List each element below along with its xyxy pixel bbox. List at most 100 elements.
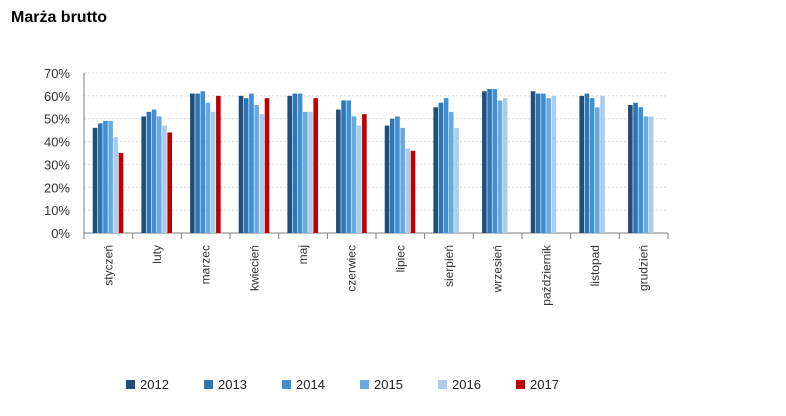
chart-title: Marża brutto xyxy=(11,9,107,26)
bar-2014 xyxy=(492,89,498,233)
bar-2016 xyxy=(551,95,557,233)
legend-swatch-2013 xyxy=(204,380,213,389)
bar-2012 xyxy=(92,127,98,233)
bar-2012 xyxy=(433,107,438,233)
bar-2016 xyxy=(259,114,265,233)
bar-2014 xyxy=(103,121,108,233)
bar-2012 xyxy=(287,95,292,233)
bar-2015 xyxy=(400,127,405,233)
bar-2016 xyxy=(405,148,411,233)
legend-swatch-2017 xyxy=(516,380,525,389)
bar-2016 xyxy=(648,116,654,233)
legend-label-2017: 2017 xyxy=(530,377,559,392)
bar-2012 xyxy=(141,116,146,233)
y-tick-label: 10% xyxy=(44,203,70,218)
bar-2012 xyxy=(190,93,195,233)
x-tick-label: marzec xyxy=(199,245,213,284)
bar-2016 xyxy=(454,127,459,233)
legend-swatch-2016 xyxy=(438,380,447,389)
x-tick-label: sierpień xyxy=(442,245,456,287)
legend-swatch-2012 xyxy=(126,380,135,389)
bar-2015 xyxy=(351,116,357,233)
bar-2017 xyxy=(118,153,124,233)
bar-2013 xyxy=(146,111,152,233)
x-tick-label: maj xyxy=(296,245,310,264)
x-tick-label: wrzesień xyxy=(491,245,505,293)
bar-2014 xyxy=(297,93,303,233)
y-tick-label: 60% xyxy=(44,89,70,104)
x-tick-label: grudzień xyxy=(637,245,651,291)
bar-2013 xyxy=(633,102,638,233)
bar-2014 xyxy=(395,116,400,233)
legend-label-2013: 2013 xyxy=(218,377,247,392)
bar-2012 xyxy=(384,125,390,233)
bar-2012 xyxy=(482,91,487,234)
bar-2013 xyxy=(243,98,249,234)
bar-2016 xyxy=(210,111,216,233)
bar-2012 xyxy=(628,105,633,233)
bar-2016 xyxy=(308,111,313,233)
bar-2015 xyxy=(205,102,211,233)
bar-2015 xyxy=(643,116,649,233)
legend-swatch-2014 xyxy=(282,380,291,389)
x-tick-label: czerwiec xyxy=(345,245,359,292)
bar-2015 xyxy=(254,105,259,233)
bar-2012 xyxy=(530,91,536,234)
bar-2013 xyxy=(535,93,541,233)
bar-2014 xyxy=(346,100,352,233)
bar-2016 xyxy=(600,95,605,233)
y-tick-label: 40% xyxy=(44,135,70,150)
bar-2014 xyxy=(151,109,157,233)
legend-label-2014: 2014 xyxy=(296,377,325,392)
y-tick-label: 70% xyxy=(44,66,70,81)
x-tick-label: październik xyxy=(539,244,553,306)
bar-2013 xyxy=(389,118,395,233)
bar-2013 xyxy=(584,93,590,233)
x-tick-label: styczeń xyxy=(101,245,115,286)
bar-2015 xyxy=(595,107,600,233)
bar-2017 xyxy=(264,98,270,234)
bar-2012 xyxy=(579,95,584,233)
bar-2013 xyxy=(438,102,444,233)
bar-2014 xyxy=(589,98,595,234)
bar-2013 xyxy=(341,100,346,233)
bar-2013 xyxy=(292,93,298,233)
bar-2017 xyxy=(410,150,416,233)
legend-swatch-2015 xyxy=(360,380,369,389)
bar-2014 xyxy=(249,93,254,233)
y-tick-label: 30% xyxy=(44,157,70,172)
bar-2013 xyxy=(97,123,103,233)
bar-2015 xyxy=(546,98,551,234)
legend-label-2012: 2012 xyxy=(140,377,169,392)
bar-2016 xyxy=(356,125,362,233)
y-tick-label: 20% xyxy=(44,180,70,195)
bar-2012 xyxy=(336,109,341,233)
bar-2016 xyxy=(502,98,508,234)
x-tick-label: kwiecień xyxy=(247,245,261,291)
bar-2015 xyxy=(108,121,113,233)
x-tick-label: luty xyxy=(150,245,164,264)
bar-2015 xyxy=(449,111,454,233)
bar-2014 xyxy=(443,98,449,234)
bar-2015 xyxy=(497,100,503,233)
bar-2014 xyxy=(638,107,644,233)
bar-2014 xyxy=(200,91,206,234)
bar-2016 xyxy=(162,125,167,233)
bar-2013 xyxy=(195,93,200,233)
bar-2015 xyxy=(303,111,308,233)
bar-2014 xyxy=(541,93,546,233)
y-tick-label: 0% xyxy=(51,226,70,241)
legend-label-2016: 2016 xyxy=(452,377,481,392)
bar-2017 xyxy=(362,114,367,233)
bar-2012 xyxy=(238,95,244,233)
legend-label-2015: 2015 xyxy=(374,377,403,392)
bar-2017 xyxy=(313,98,318,234)
bar-2013 xyxy=(487,89,492,233)
x-tick-label: listopad xyxy=(588,245,602,286)
bar-2017 xyxy=(167,132,172,233)
x-tick-label: lipiec xyxy=(393,245,407,272)
bar-2016 xyxy=(113,137,119,233)
y-tick-label: 50% xyxy=(44,112,70,127)
bar-2017 xyxy=(216,95,221,233)
